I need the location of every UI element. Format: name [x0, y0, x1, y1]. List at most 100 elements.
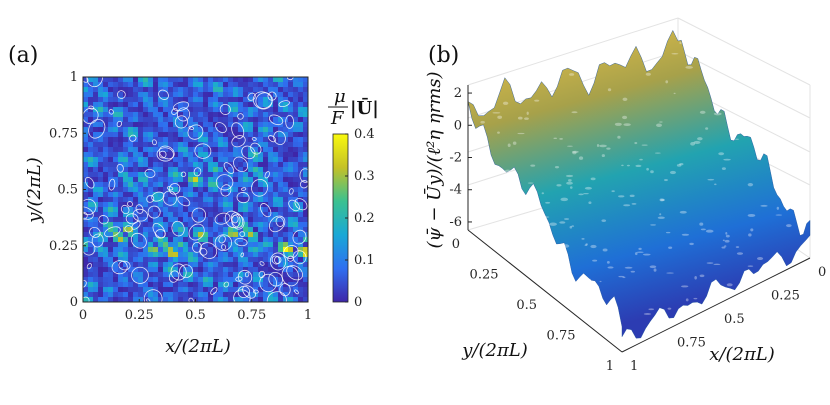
heatmap-cell: [293, 97, 299, 103]
heatmap-cell: [273, 82, 279, 88]
heatmap-cell: [113, 257, 119, 263]
surface-highlight: [689, 242, 694, 246]
heatmap-cell: [143, 142, 149, 148]
heatmap-cell: [278, 97, 284, 103]
contour-line: [292, 229, 307, 245]
contour-line: [268, 215, 286, 233]
heatmap-cell: [253, 102, 259, 108]
heatmap-cell: [288, 172, 294, 178]
heatmap-cell: [273, 287, 279, 293]
surface-highlight: [629, 194, 635, 198]
heatmap-cell: [133, 287, 139, 293]
heatmap-cell: [133, 172, 139, 178]
heatmap-cell: [238, 87, 244, 93]
heatmap-cell: [143, 212, 149, 218]
heatmap-cell: [143, 187, 149, 193]
surface-highlight: [681, 233, 690, 236]
heatmap-cell: [223, 137, 229, 143]
heatmap-cell: [248, 112, 254, 118]
heatmap-cell: [273, 112, 279, 118]
surface-highlight: [565, 174, 574, 178]
heatmap-cell: [213, 222, 219, 228]
heatmap-cell: [183, 162, 189, 168]
heatmap-cell: [258, 157, 264, 163]
heatmap-cell: [253, 257, 259, 263]
heatmap-cell: [208, 262, 214, 268]
heatmap-cell: [303, 112, 308, 118]
heatmap-cell: [283, 262, 289, 268]
heatmap-cell: [238, 132, 244, 138]
y-tick-label: 0.75: [49, 126, 78, 141]
heatmap-cell: [113, 262, 119, 268]
heatmap-cell: [168, 252, 174, 258]
heatmap-cell: [178, 167, 184, 173]
heatmap-cell: [238, 262, 244, 268]
heatmap-cell: [278, 117, 284, 123]
heatmap-cell: [108, 257, 114, 263]
heatmap-cell: [178, 132, 184, 138]
heatmap-cell: [208, 252, 214, 258]
heatmap-cell: [103, 137, 109, 143]
heatmap-cell: [268, 217, 274, 223]
heatmap-cell: [178, 262, 184, 268]
heatmap-cell: [203, 292, 209, 298]
heatmap-cell: [113, 117, 119, 123]
heatmap-cell: [148, 292, 154, 298]
heatmap-cell: [218, 157, 224, 163]
heatmap-cell: [118, 82, 124, 88]
contour-line: [219, 103, 231, 115]
contour-line: [156, 147, 174, 162]
heatmap-cell: [118, 277, 124, 283]
surface-highlight: [578, 156, 584, 160]
heatmap-cell: [108, 247, 114, 253]
surface-highlight: [713, 263, 721, 266]
heatmap-cell: [178, 142, 184, 148]
heatmap-cell: [223, 162, 229, 168]
heatmap-cell: [298, 202, 304, 208]
heatmap-cell: [293, 227, 299, 233]
heatmap-cell: [268, 97, 274, 103]
heatmap-cell: [288, 137, 294, 143]
heatmap-cell: [213, 162, 219, 168]
contour-line: [241, 145, 256, 160]
heatmap-cell: [273, 187, 279, 193]
heatmap-cell: [88, 92, 94, 98]
heatmap-cell: [148, 252, 154, 258]
heatmap-cell: [303, 82, 308, 88]
heatmap-cell: [138, 227, 144, 233]
surface-highlight: [723, 158, 731, 161]
surface-highlight: [622, 276, 626, 279]
heatmap-cell: [158, 142, 164, 148]
contour-line: [273, 130, 286, 145]
heatmap-cell: [118, 102, 124, 108]
heatmap-cell: [193, 172, 199, 178]
heatmap-cell: [128, 247, 134, 253]
heatmap-cell: [148, 237, 154, 243]
heatmap-cell: [193, 192, 199, 198]
heatmap-cell: [123, 162, 129, 168]
surface-highlight: [621, 164, 624, 167]
heatmap-cell: [138, 172, 144, 178]
heatmap-cell: [223, 192, 229, 198]
heatmap-cell: [273, 212, 279, 218]
heatmap-cell: [163, 87, 169, 93]
heatmap-cell: [88, 187, 94, 193]
heatmap-cell: [298, 227, 304, 233]
heatmap-cell: [193, 217, 199, 223]
y-tick-label: 0.25: [470, 268, 499, 283]
heatmap-cell: [123, 147, 129, 153]
heatmap-cell: [183, 297, 189, 302]
heatmap-cell: [168, 182, 174, 188]
heatmap-cell: [123, 257, 129, 263]
heatmap-cell: [88, 237, 94, 243]
heatmap-cell: [278, 167, 284, 173]
heatmap-cell: [98, 112, 104, 118]
heatmap-cell: [243, 102, 249, 108]
heatmap-cell: [238, 247, 244, 253]
heatmap-cell: [248, 152, 254, 158]
heatmap-cell: [88, 292, 94, 298]
heatmap-cell: [118, 217, 124, 223]
heatmap-cell: [178, 117, 184, 123]
panel-a-xticks: 0 0.25 0.5 0.75 1: [79, 299, 312, 323]
heatmap-cell: [253, 77, 259, 83]
